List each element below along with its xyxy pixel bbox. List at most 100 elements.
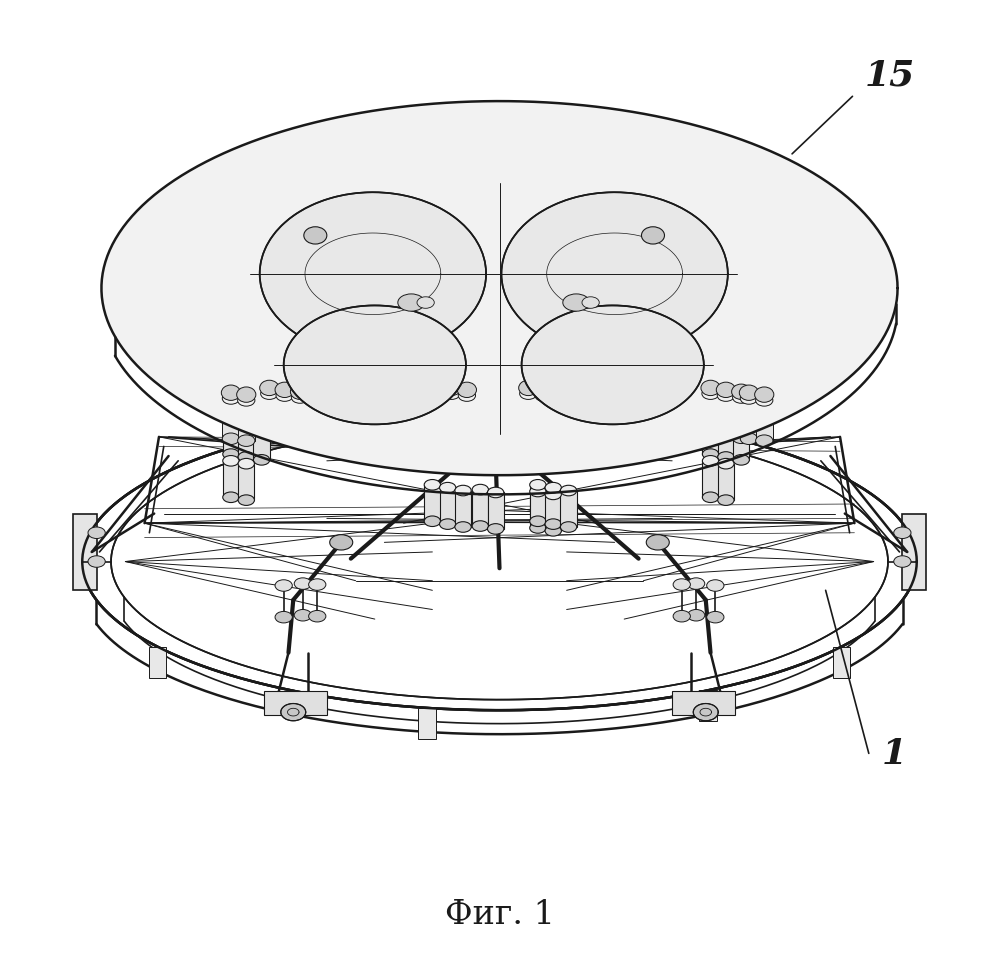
- FancyBboxPatch shape: [443, 394, 461, 434]
- Ellipse shape: [560, 485, 576, 496]
- FancyBboxPatch shape: [265, 691, 327, 715]
- Ellipse shape: [473, 521, 489, 531]
- Text: 1: 1: [881, 737, 906, 771]
- Ellipse shape: [545, 489, 561, 500]
- FancyBboxPatch shape: [292, 398, 309, 438]
- Ellipse shape: [529, 523, 546, 533]
- FancyBboxPatch shape: [529, 492, 546, 529]
- Ellipse shape: [238, 395, 255, 407]
- Ellipse shape: [755, 435, 773, 447]
- Polygon shape: [73, 514, 97, 591]
- Ellipse shape: [238, 416, 255, 427]
- Ellipse shape: [223, 413, 239, 424]
- Ellipse shape: [309, 579, 326, 591]
- Ellipse shape: [535, 431, 552, 442]
- Ellipse shape: [534, 382, 553, 398]
- Ellipse shape: [641, 228, 664, 245]
- Ellipse shape: [102, 102, 897, 476]
- FancyBboxPatch shape: [419, 708, 436, 739]
- Ellipse shape: [673, 579, 690, 591]
- FancyBboxPatch shape: [699, 691, 716, 722]
- FancyBboxPatch shape: [238, 401, 255, 441]
- Ellipse shape: [442, 381, 462, 396]
- Ellipse shape: [706, 580, 724, 592]
- Ellipse shape: [731, 384, 751, 400]
- Ellipse shape: [260, 381, 279, 396]
- Text: Фиг. 1: Фиг. 1: [445, 898, 554, 929]
- Ellipse shape: [716, 382, 735, 398]
- FancyBboxPatch shape: [535, 396, 552, 436]
- Ellipse shape: [254, 456, 270, 466]
- Ellipse shape: [260, 193, 487, 356]
- Ellipse shape: [488, 426, 511, 443]
- Ellipse shape: [894, 556, 911, 568]
- Ellipse shape: [284, 307, 466, 425]
- Ellipse shape: [238, 495, 255, 505]
- FancyBboxPatch shape: [223, 418, 239, 455]
- Ellipse shape: [733, 456, 749, 466]
- Ellipse shape: [254, 419, 270, 430]
- Ellipse shape: [309, 611, 326, 623]
- Ellipse shape: [518, 381, 537, 396]
- Ellipse shape: [519, 388, 536, 400]
- Ellipse shape: [687, 610, 704, 622]
- Ellipse shape: [223, 456, 239, 467]
- Ellipse shape: [292, 392, 309, 404]
- Ellipse shape: [702, 456, 718, 467]
- FancyBboxPatch shape: [223, 399, 240, 439]
- FancyBboxPatch shape: [702, 461, 718, 498]
- Ellipse shape: [473, 484, 489, 495]
- Ellipse shape: [88, 556, 105, 568]
- Ellipse shape: [488, 524, 503, 534]
- Ellipse shape: [440, 482, 456, 493]
- Ellipse shape: [223, 492, 239, 503]
- FancyBboxPatch shape: [488, 493, 503, 530]
- Ellipse shape: [459, 431, 476, 442]
- FancyBboxPatch shape: [833, 647, 850, 678]
- Ellipse shape: [276, 431, 294, 442]
- FancyBboxPatch shape: [560, 491, 576, 528]
- Text: 15: 15: [865, 59, 915, 92]
- Ellipse shape: [519, 429, 536, 440]
- Ellipse shape: [702, 429, 719, 440]
- FancyBboxPatch shape: [276, 396, 294, 436]
- Ellipse shape: [398, 295, 425, 312]
- Ellipse shape: [443, 429, 461, 440]
- Ellipse shape: [440, 519, 456, 530]
- Ellipse shape: [701, 381, 720, 396]
- Ellipse shape: [275, 612, 293, 624]
- Ellipse shape: [261, 388, 278, 400]
- Ellipse shape: [238, 453, 255, 463]
- Ellipse shape: [295, 579, 312, 590]
- Ellipse shape: [562, 295, 589, 312]
- FancyBboxPatch shape: [702, 418, 718, 455]
- Ellipse shape: [281, 703, 306, 721]
- FancyBboxPatch shape: [717, 464, 734, 501]
- Ellipse shape: [455, 522, 472, 532]
- FancyBboxPatch shape: [702, 394, 719, 434]
- Ellipse shape: [894, 528, 911, 539]
- Ellipse shape: [560, 522, 576, 532]
- Ellipse shape: [529, 486, 546, 497]
- Ellipse shape: [717, 453, 734, 463]
- Ellipse shape: [443, 388, 461, 400]
- Ellipse shape: [529, 480, 546, 490]
- FancyBboxPatch shape: [149, 647, 166, 678]
- Ellipse shape: [545, 519, 561, 530]
- Ellipse shape: [417, 298, 435, 309]
- Ellipse shape: [545, 526, 561, 536]
- Ellipse shape: [582, 298, 599, 309]
- Ellipse shape: [717, 495, 734, 505]
- FancyBboxPatch shape: [717, 421, 734, 457]
- FancyBboxPatch shape: [740, 399, 757, 439]
- Ellipse shape: [740, 433, 757, 445]
- Ellipse shape: [673, 611, 690, 623]
- FancyBboxPatch shape: [238, 421, 255, 457]
- Ellipse shape: [702, 450, 718, 460]
- FancyBboxPatch shape: [717, 396, 734, 436]
- Ellipse shape: [545, 482, 561, 493]
- FancyBboxPatch shape: [545, 488, 561, 525]
- Ellipse shape: [535, 390, 552, 402]
- Ellipse shape: [693, 703, 718, 721]
- FancyBboxPatch shape: [519, 394, 536, 434]
